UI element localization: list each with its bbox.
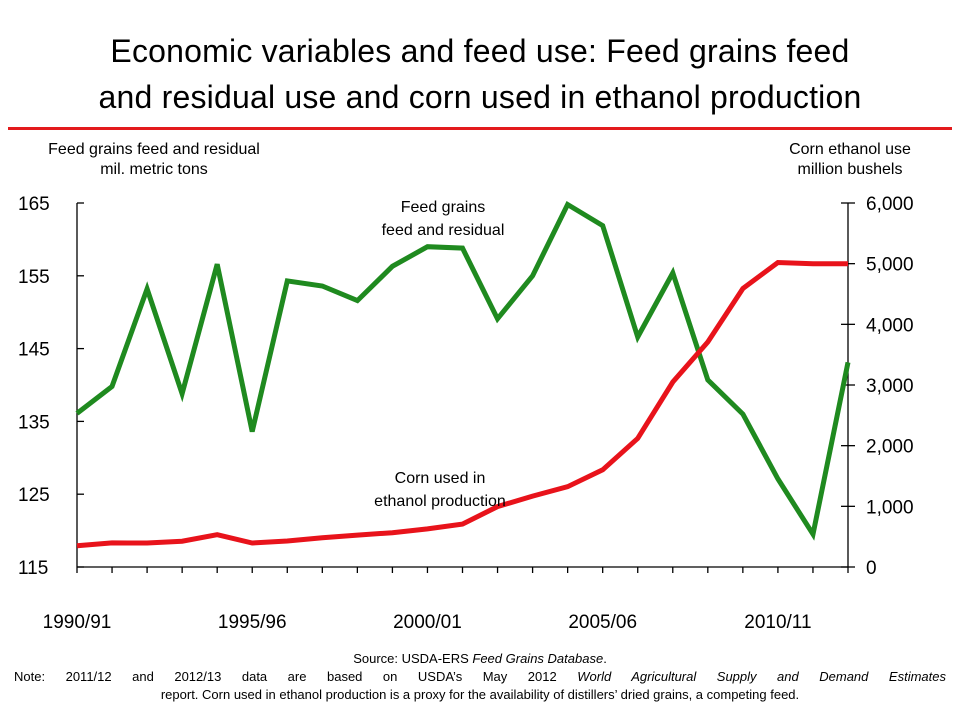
chart-footnote: Source: USDA-ERS Feed Grains Database. N… <box>14 650 946 704</box>
note-line2: report. Corn used in ethanol production … <box>160 687 800 702</box>
note-line1: Note: 2011/12 and 2012/13 data are based… <box>14 668 946 686</box>
right-axis-tick-label: 0 <box>866 558 877 579</box>
left-axis-tick-label: 115 <box>18 558 48 579</box>
right-axis-tick-label: 2,000 <box>866 437 914 458</box>
right-axis-title: Corn ethanol use million bushels <box>760 140 940 180</box>
corn-series-annotation-line2: ethanol production <box>374 493 506 510</box>
left-axis-tick-label: 145 <box>18 340 50 361</box>
right-axis-tick-label: 3,000 <box>866 376 914 397</box>
source-database-name: Feed Grains Database <box>472 651 604 666</box>
note-report-name: World Agricultural Supply and Demand Est… <box>577 669 946 684</box>
left-axis-title-line2: mil. metric tons <box>100 161 208 178</box>
corn-series-annotation: Corn used in ethanol production <box>330 467 550 513</box>
x-axis-tick-label: 2000/01 <box>393 612 462 633</box>
note-prefix: Note: 2011/12 and 2012/13 data are based… <box>14 669 578 684</box>
feed-series-annotation: Feed grains feed and residual <box>333 196 553 242</box>
x-axis-tick-label: 2010/11 <box>744 612 811 633</box>
source-suffix: . <box>603 651 607 666</box>
chart-title-line2: and residual use and corn used in ethano… <box>98 79 862 115</box>
left-axis-tick-label: 135 <box>18 412 50 433</box>
feed-series-annotation-line2: feed and residual <box>381 222 505 239</box>
right-axis-title-line1: Corn ethanol use <box>789 141 911 158</box>
chart-title-line1: Economic variables and feed use: Feed gr… <box>110 33 850 69</box>
x-axis-tick-label: 2005/06 <box>568 612 637 633</box>
corn-series-annotation-line1: Corn used in <box>394 470 486 487</box>
left-axis-tick-label: 125 <box>18 485 50 506</box>
source-line: Source: USDA-ERS Feed Grains Database. <box>14 650 946 668</box>
right-axis-tick-label: 4,000 <box>866 315 914 336</box>
right-axis-tick-label: 5,000 <box>866 255 914 276</box>
feed-series-annotation-line1: Feed grains <box>400 199 486 216</box>
left-axis-title-line1: Feed grains feed and residual <box>48 141 260 158</box>
x-axis-tick-label: 1995/96 <box>218 612 287 633</box>
left-axis-tick-label: 155 <box>18 267 50 288</box>
source-prefix: Source: USDA-ERS <box>353 651 473 666</box>
chart-title: Economic variables and feed use: Feed gr… <box>0 28 960 120</box>
right-axis-tick-label: 6,000 <box>866 194 914 215</box>
right-axis-tick-label: 1,000 <box>866 497 914 518</box>
title-divider <box>8 127 952 130</box>
left-axis-tick-label: 165 <box>18 194 50 215</box>
right-axis-title-line2: million bushels <box>797 161 903 178</box>
x-axis-tick-label: 1990/91 <box>43 612 112 633</box>
left-axis-title: Feed grains feed and residual mil. metri… <box>18 140 290 180</box>
